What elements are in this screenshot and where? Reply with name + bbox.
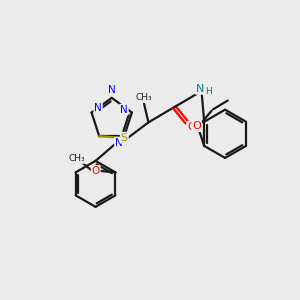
Text: O: O xyxy=(192,121,201,131)
Text: CH₃: CH₃ xyxy=(136,93,152,102)
Text: N: N xyxy=(94,103,102,113)
Text: N: N xyxy=(115,138,123,148)
Text: H: H xyxy=(205,87,212,96)
Text: N: N xyxy=(196,84,204,94)
Text: S: S xyxy=(121,133,128,143)
Text: CH₃: CH₃ xyxy=(68,154,85,163)
Text: O: O xyxy=(92,166,100,176)
Text: O: O xyxy=(188,122,196,132)
Text: N: N xyxy=(108,85,116,95)
Text: N: N xyxy=(120,105,128,115)
